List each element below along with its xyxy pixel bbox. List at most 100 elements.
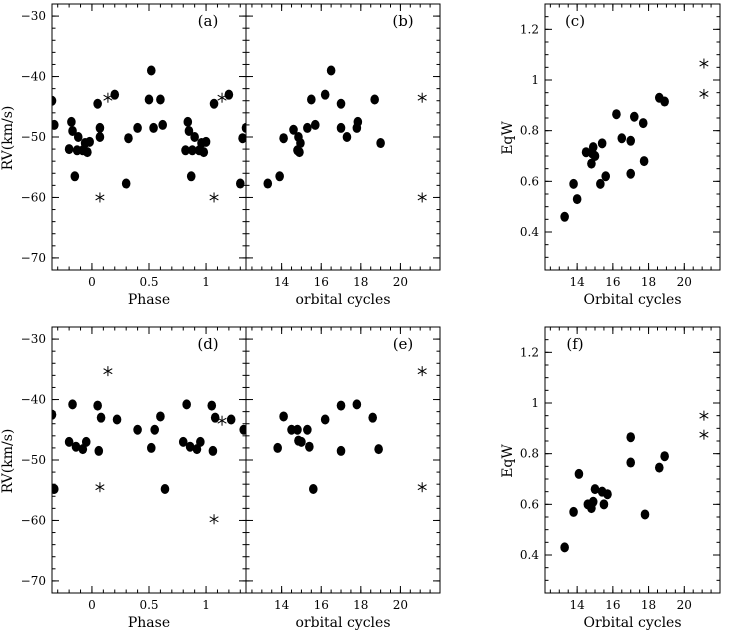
- data-point: [124, 133, 133, 144]
- data-marks: [52, 366, 246, 525]
- star-point: [209, 514, 219, 525]
- star-stroke: [699, 431, 709, 438]
- star-point: [417, 92, 427, 103]
- data-point: [596, 178, 605, 189]
- y-tick-label: 1.2: [520, 22, 539, 36]
- data-point: [52, 119, 59, 130]
- y-tick-label: 0.4: [520, 225, 539, 239]
- y-tick-label: 1: [531, 396, 539, 410]
- data-point: [183, 116, 193, 127]
- star-point: [699, 88, 709, 99]
- data-point: [273, 442, 282, 453]
- data-point: [352, 399, 362, 410]
- data-point: [601, 171, 611, 182]
- data-point: [279, 133, 288, 144]
- y-tick-label: −30: [21, 332, 46, 346]
- data-point: [81, 436, 91, 447]
- x-axis-label: Orbital cycles: [583, 292, 681, 308]
- y-tick-label: 1.2: [520, 345, 539, 359]
- data-point: [626, 168, 636, 179]
- star-point: [95, 482, 105, 493]
- data-point: [590, 484, 600, 495]
- data-point: [52, 95, 57, 106]
- data-point: [95, 132, 105, 142]
- x-tick-label: 16: [605, 598, 620, 612]
- star-stroke: [209, 516, 219, 523]
- data-point: [68, 399, 77, 410]
- star-stroke: [95, 484, 105, 491]
- data-point: [241, 122, 246, 133]
- panel-d: 0 0.5 1 −30 −40 −50 −60 −70 Phase RV(km/s) (d): [0, 326, 247, 631]
- data-point: [560, 211, 569, 222]
- data-point: [224, 89, 234, 100]
- x-tick-label: 0: [88, 598, 96, 612]
- x-axis-label: orbital cycles: [296, 615, 391, 631]
- data-point: [196, 436, 205, 447]
- data-point: [574, 468, 584, 479]
- data-point: [654, 462, 664, 473]
- star-point: [95, 192, 105, 203]
- data-point: [303, 122, 312, 133]
- y-axis-label: EqW: [500, 444, 516, 478]
- panel-label: (c): [565, 12, 585, 30]
- data-point: [326, 65, 336, 76]
- data-point: [160, 484, 170, 495]
- data-point: [588, 496, 598, 507]
- star-point: [217, 415, 227, 426]
- star-stroke: [699, 412, 709, 419]
- data-point: [94, 445, 104, 456]
- data-point: [133, 424, 142, 435]
- data-point: [52, 484, 59, 495]
- data-point: [597, 138, 607, 149]
- x-tick-label: 16: [314, 598, 329, 612]
- star-point: [699, 429, 709, 440]
- data-point: [639, 156, 649, 167]
- data-point: [190, 132, 199, 142]
- y-tick-label: −40: [21, 70, 46, 84]
- panel-label: (a): [198, 12, 219, 30]
- data-point: [235, 178, 245, 189]
- x-tick-label: 1: [202, 275, 210, 289]
- panel-label: (b): [392, 12, 413, 30]
- x-tick-label: 14: [570, 275, 586, 289]
- panel-f: 14 16 18 20 0.4 0.6 0.8 1 1.2 Orbital cycles EqW (f…: [500, 326, 721, 631]
- star-stroke: [217, 94, 227, 101]
- x-tick-label: 0: [88, 275, 96, 289]
- x-axis-label: Phase: [128, 615, 170, 631]
- data-point: [96, 412, 106, 423]
- star-stroke: [417, 484, 427, 491]
- data-point: [184, 125, 194, 136]
- data-point: [70, 171, 80, 182]
- panel-a: 0 0.5 1 −30 −40 −50 −60 −70 Phase RV(km/s) (a): [0, 3, 247, 308]
- data-point: [275, 171, 284, 182]
- data-point: [626, 457, 636, 468]
- data-point: [336, 400, 346, 411]
- y-tick-label: −60: [21, 513, 46, 527]
- star-stroke: [103, 368, 113, 375]
- panel-label: (e): [393, 335, 414, 353]
- data-point: [307, 94, 316, 105]
- x-tick-label: 1: [202, 598, 210, 612]
- data-marks: [263, 65, 427, 203]
- y-tick-label: 0.8: [520, 124, 539, 138]
- star-stroke: [217, 417, 227, 424]
- data-point: [158, 119, 167, 130]
- star-stroke: [417, 94, 427, 101]
- y-axis-label: EqW: [500, 121, 516, 155]
- plot-frame: [245, 326, 441, 594]
- data-point: [93, 400, 102, 411]
- star-point: [217, 92, 227, 103]
- y-tick-label: 1: [531, 73, 539, 87]
- data-point: [336, 122, 346, 133]
- data-point: [182, 399, 191, 410]
- star-point: [699, 58, 709, 69]
- data-point: [186, 171, 196, 182]
- data-point: [353, 116, 363, 127]
- x-tick-label: 20: [677, 275, 692, 289]
- data-point: [156, 94, 165, 105]
- star-point: [699, 410, 709, 421]
- data-point: [208, 445, 218, 456]
- y-tick-label: 0.8: [520, 447, 539, 461]
